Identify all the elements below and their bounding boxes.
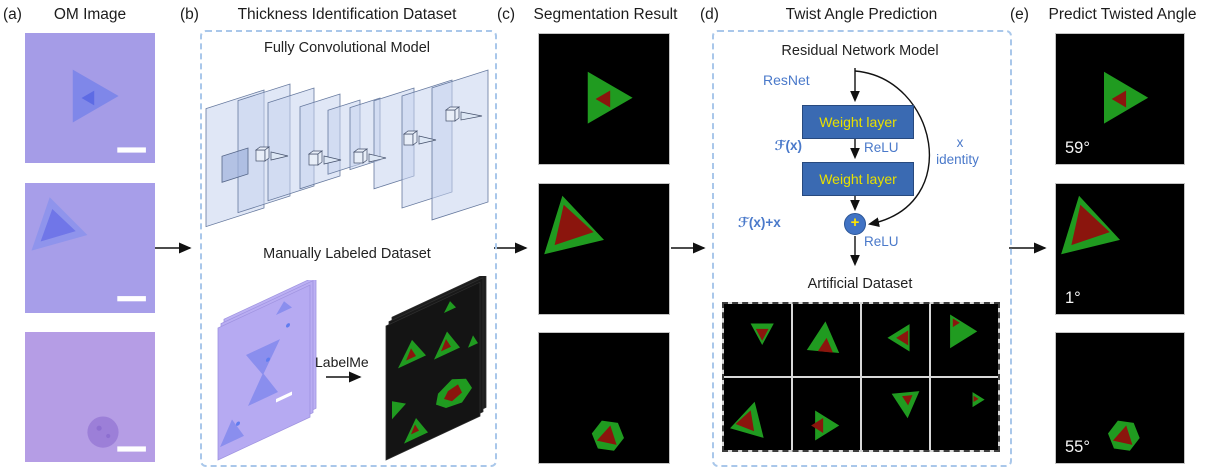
artificial-tile-4 bbox=[931, 304, 998, 376]
artificial-tile-2 bbox=[793, 304, 860, 376]
artificial-tile-6 bbox=[793, 378, 860, 450]
identity-text-label: identity bbox=[936, 152, 979, 167]
segmentation-image-3 bbox=[538, 332, 670, 464]
weight-layer-1: Weight layer bbox=[802, 105, 914, 139]
panel-b-box bbox=[200, 30, 497, 467]
artificial-tile-1 bbox=[724, 304, 791, 376]
om-image-stack bbox=[217, 280, 317, 461]
panel-e-title: Predict Twisted Angle bbox=[1048, 6, 1197, 23]
panel-d-title: Twist Angle Prediction bbox=[785, 6, 938, 23]
fcn-title: Fully Convolutional Model bbox=[263, 40, 431, 56]
residual-add-node: + bbox=[844, 213, 866, 235]
mld-title: Manually Labeled Dataset bbox=[263, 246, 431, 262]
relu-out-label: ReLU bbox=[864, 234, 899, 249]
labelme-label: LabelMe bbox=[315, 354, 369, 370]
fcn-conv-cube-2 bbox=[307, 150, 342, 166]
fcn-conv-cube-4 bbox=[402, 130, 437, 146]
panel-d-label: (d) bbox=[700, 6, 719, 23]
relu-mid-label: ReLU bbox=[864, 140, 899, 155]
panel-a-label: (a) bbox=[3, 6, 22, 23]
fx-label: ℱ(x) bbox=[774, 138, 802, 153]
predicted-image-1: 59° bbox=[1055, 33, 1185, 165]
panel-a-title: OM Image bbox=[53, 6, 127, 23]
predicted-angle-2: 1° bbox=[1065, 289, 1081, 307]
identity-x-label: x bbox=[956, 135, 964, 150]
segmentation-image-2 bbox=[538, 183, 670, 315]
fcn-conv-cube-5 bbox=[444, 106, 483, 122]
segmentation-image-1 bbox=[538, 33, 670, 165]
fx-plus-x-label: ℱ(x)+x bbox=[738, 215, 781, 230]
panel-e-label: (e) bbox=[1010, 6, 1029, 23]
om-image-1 bbox=[25, 33, 155, 163]
fcn-input-window bbox=[221, 147, 249, 183]
om-image-2 bbox=[25, 183, 155, 313]
fcn-conv-cube-3 bbox=[352, 148, 387, 164]
labeled-mask-stack bbox=[385, 276, 487, 461]
panel-b-title: Thickness Identification Dataset bbox=[237, 6, 457, 23]
resnet-label: ResNet bbox=[763, 72, 810, 88]
weight-layer-2: Weight layer bbox=[802, 162, 914, 196]
artificial-tile-8 bbox=[931, 378, 998, 450]
panel-b-label: (b) bbox=[180, 6, 199, 23]
artificial-tile-3 bbox=[862, 304, 929, 376]
artificial-tile-5 bbox=[724, 378, 791, 450]
fcn-diagram bbox=[205, 69, 489, 228]
om-image-3 bbox=[25, 332, 155, 462]
panel-c-label: (c) bbox=[497, 6, 516, 23]
artificial-dataset-title: Artificial Dataset bbox=[807, 276, 913, 292]
rnm-title: Residual Network Model bbox=[781, 43, 939, 59]
artificial-tile-7 bbox=[862, 378, 929, 450]
artificial-dataset-grid bbox=[722, 302, 1000, 452]
predicted-image-3: 55° bbox=[1055, 332, 1185, 464]
panel-d-box bbox=[712, 30, 1012, 467]
predicted-image-2: 1° bbox=[1055, 183, 1185, 315]
fcn-conv-cube-1 bbox=[254, 146, 289, 162]
panel-c-title: Segmentation Result bbox=[533, 6, 678, 23]
predicted-angle-1: 59° bbox=[1065, 139, 1090, 157]
predicted-angle-3: 55° bbox=[1065, 438, 1090, 456]
